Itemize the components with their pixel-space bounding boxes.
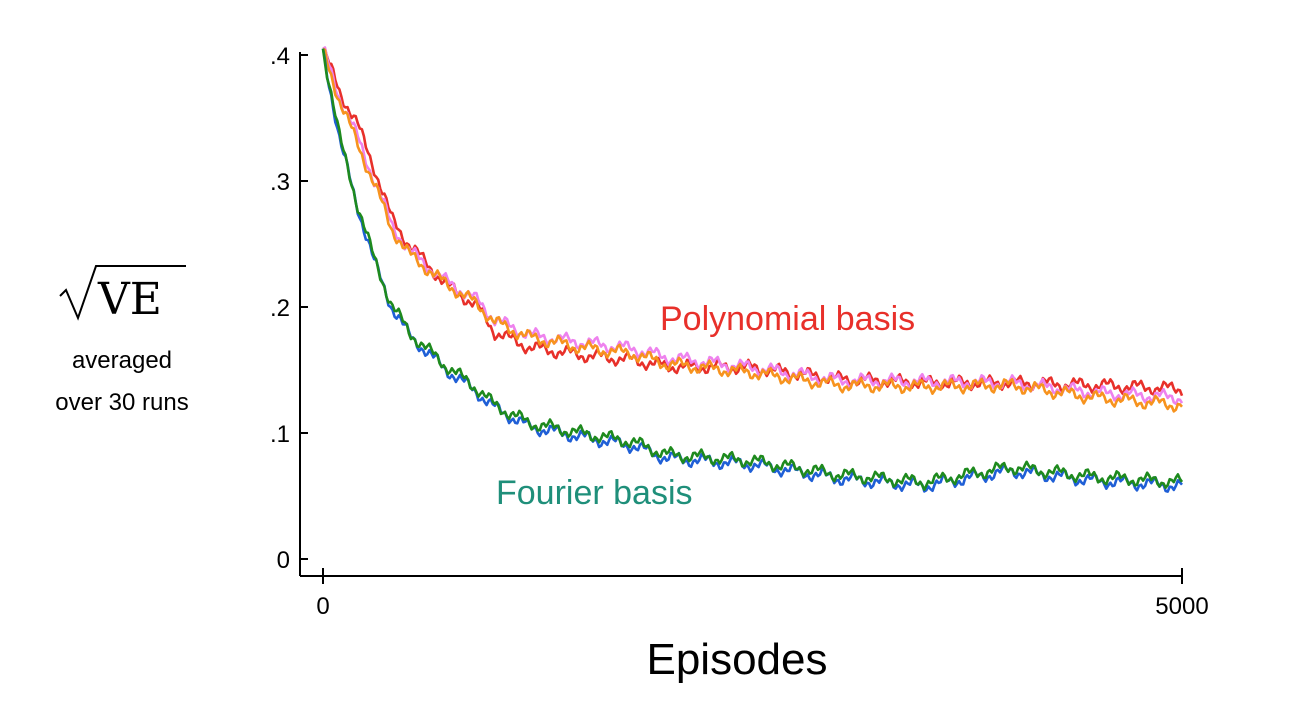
- y-tick-label: .2: [270, 295, 290, 322]
- axis-ticks: 0 .1 .2 .3 .4 0 5000: [270, 43, 1209, 620]
- annotation-fourier-basis: Fourier basis: [496, 474, 693, 512]
- series-line-0: [322, 47, 1184, 397]
- y-axis-label-sub-1: averaged: [72, 347, 172, 374]
- series-line-3: [321, 48, 1183, 493]
- y-tick-label: .4: [270, 43, 290, 70]
- x-axis-label: Episodes: [646, 635, 827, 684]
- x-tick-label: 5000: [1155, 593, 1208, 620]
- series-line-2: [322, 47, 1183, 413]
- y-tick-label: 0: [277, 547, 290, 574]
- x-tick-label: 0: [316, 593, 329, 620]
- y-tick-label: .3: [270, 169, 290, 196]
- annotation-polynomial-basis: Polynomial basis: [660, 300, 915, 338]
- series-group: [321, 46, 1184, 493]
- y-axis-label-main: VE: [97, 274, 162, 325]
- series-line-1: [322, 46, 1184, 406]
- series-line-4: [321, 48, 1184, 492]
- y-axis-label: VE averaged over 30 runs: [55, 265, 189, 416]
- sqrt-sign: [59, 265, 186, 321]
- y-tick-label: .1: [270, 421, 290, 448]
- y-axis-label-sub-2: over 30 runs: [55, 389, 188, 416]
